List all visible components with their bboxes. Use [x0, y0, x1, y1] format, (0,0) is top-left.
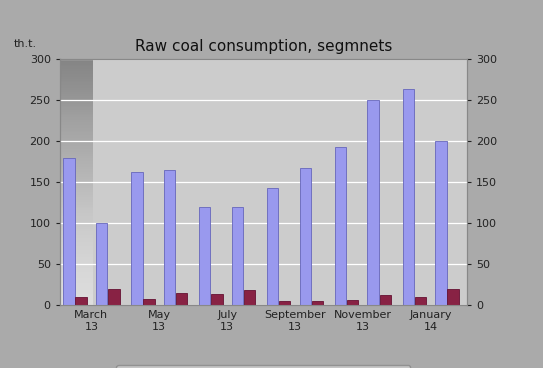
Title: Raw coal consumption, segmnets: Raw coal consumption, segmnets [135, 39, 392, 54]
Bar [267, 188, 278, 305]
Bar [199, 207, 210, 305]
Bar [164, 170, 175, 305]
Bar [380, 295, 391, 305]
Bar [244, 290, 255, 305]
Text: th.t.: th.t. [14, 39, 37, 49]
Bar [368, 100, 379, 305]
Bar [211, 294, 223, 305]
Bar [415, 297, 426, 305]
Bar [435, 141, 447, 305]
Bar [96, 223, 108, 305]
Bar [334, 147, 346, 305]
Bar [300, 168, 311, 305]
Bar [108, 289, 119, 305]
Bar [402, 89, 414, 305]
Bar [312, 301, 323, 305]
Bar [347, 300, 358, 305]
Bar [447, 289, 459, 305]
Bar [232, 207, 243, 305]
Bar [75, 297, 87, 305]
Legend: Corporate segment, Commercial segment: Corporate segment, Commercial segment [116, 365, 411, 368]
Bar [176, 293, 187, 305]
Bar [279, 301, 291, 305]
Bar [63, 158, 74, 305]
Bar [143, 299, 155, 305]
Bar [131, 172, 142, 305]
